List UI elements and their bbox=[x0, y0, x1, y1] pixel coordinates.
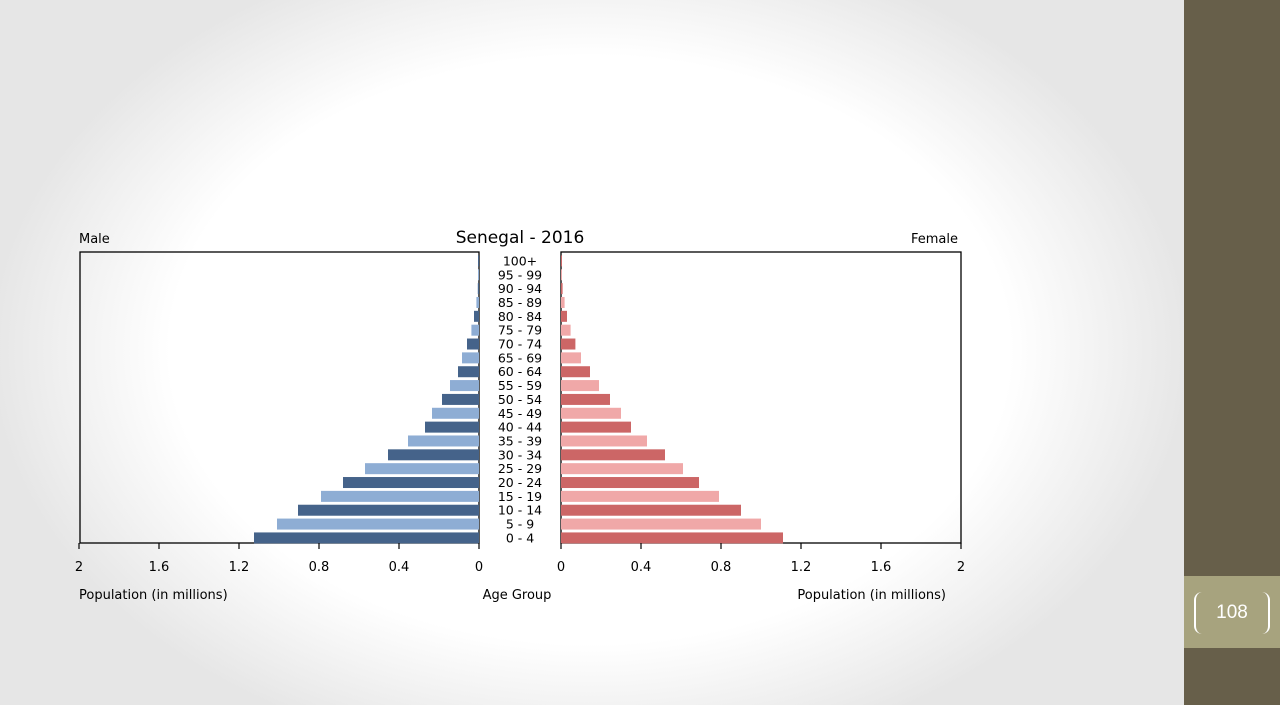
male-bar-40-44 bbox=[425, 421, 479, 433]
age-axis-label: Age Group bbox=[483, 588, 552, 603]
male-bar-60-64 bbox=[458, 366, 479, 378]
age-group-label: 80 - 84 bbox=[498, 309, 542, 324]
female-bar-25-29 bbox=[561, 463, 683, 475]
female-bar-10-14 bbox=[561, 504, 741, 516]
age-group-label: 100+ bbox=[503, 253, 537, 268]
x-tick-label: 1.6 bbox=[871, 560, 892, 575]
age-group-label: 5 - 9 bbox=[506, 517, 534, 532]
female-label: Female bbox=[911, 232, 958, 247]
female-bar-85-89 bbox=[561, 296, 565, 308]
x-axis-ticks: 2 1.6 1.2 0.8 0.4 0 0 0.4 0.8 1.2 1.6 2 bbox=[75, 543, 965, 575]
male-label: Male bbox=[79, 232, 110, 247]
x-tick-label: 1.2 bbox=[791, 560, 812, 575]
male-bar-55-59 bbox=[450, 380, 479, 392]
slide: Senegal - 2016 Male Female 100+ 95 - 99 90… bbox=[75, 228, 965, 603]
age-group-label: 85 - 89 bbox=[498, 295, 542, 310]
page-number: 108 bbox=[1216, 602, 1248, 623]
age-group-label: 35 - 39 bbox=[498, 433, 542, 448]
female-bar-15-19 bbox=[561, 490, 719, 502]
female-bar-60-64 bbox=[561, 366, 590, 378]
male-bar-65-69 bbox=[462, 352, 479, 364]
page-number-bracket bbox=[1194, 592, 1270, 634]
page-number-box: 108 bbox=[1184, 576, 1280, 648]
chart-title: Senegal - 2016 bbox=[456, 228, 585, 248]
x-tick-label: 1.6 bbox=[149, 560, 170, 575]
male-bar-20-24 bbox=[343, 477, 479, 489]
x-tick-label: 0.4 bbox=[631, 560, 652, 575]
x-tick-label: 0.4 bbox=[389, 560, 410, 575]
female-bar-75-79 bbox=[561, 324, 571, 336]
x-tick-label: 0.8 bbox=[711, 560, 732, 575]
x-tick-label: 2 bbox=[957, 560, 965, 575]
male-bar-100 bbox=[478, 255, 479, 267]
age-group-label: 70 - 74 bbox=[498, 337, 542, 352]
age-group-label: 55 - 59 bbox=[498, 378, 542, 393]
female-bar-70-74 bbox=[561, 338, 576, 350]
male-bar-85-89 bbox=[476, 296, 479, 308]
male-bar-45-49 bbox=[432, 407, 479, 419]
age-group-label: 30 - 34 bbox=[498, 447, 542, 462]
age-group-label: 40 - 44 bbox=[498, 420, 542, 435]
male-bar-35-39 bbox=[408, 435, 479, 447]
female-bar-30-34 bbox=[561, 449, 665, 461]
female-bar-20-24 bbox=[561, 477, 699, 489]
age-group-label: 65 - 69 bbox=[498, 350, 542, 365]
x-tick-label: 2 bbox=[75, 560, 83, 575]
male-x-axis-label: Population (in millions) bbox=[79, 588, 228, 603]
male-bar-50-54 bbox=[442, 393, 479, 405]
male-bar-70-74 bbox=[467, 338, 479, 350]
female-bar-90-94 bbox=[561, 283, 563, 295]
female-bar-45-49 bbox=[561, 407, 621, 419]
population-pyramid-chart: Senegal - 2016 Male Female 100+95 - 9990… bbox=[75, 228, 965, 603]
female-bar-35-39 bbox=[561, 435, 647, 447]
male-bar-15-19 bbox=[321, 490, 479, 502]
male-bar-0-4 bbox=[254, 532, 479, 544]
male-bar-75-79 bbox=[471, 324, 479, 336]
male-bar-10-14 bbox=[298, 504, 479, 516]
female-bar-50-54 bbox=[561, 393, 610, 405]
male-bar-90-94 bbox=[477, 283, 479, 295]
male-bars bbox=[254, 255, 479, 544]
age-group-label: 45 - 49 bbox=[498, 406, 542, 421]
age-group-label: 95 - 99 bbox=[498, 267, 542, 282]
female-bar-65-69 bbox=[561, 352, 581, 364]
female-bar-55-59 bbox=[561, 380, 599, 392]
male-bar-5-9 bbox=[277, 518, 479, 530]
female-bar-100 bbox=[561, 255, 562, 267]
female-bar-40-44 bbox=[561, 421, 631, 433]
age-group-label: 20 - 24 bbox=[498, 475, 542, 490]
x-tick-label: 0.8 bbox=[309, 560, 330, 575]
age-group-label: 50 - 54 bbox=[498, 392, 542, 407]
male-bar-80-84 bbox=[474, 310, 479, 322]
x-tick-label: 0 bbox=[475, 560, 483, 575]
female-bars bbox=[561, 255, 783, 544]
age-group-label: 90 - 94 bbox=[498, 281, 542, 296]
x-tick-label: 1.2 bbox=[229, 560, 250, 575]
male-bar-25-29 bbox=[365, 463, 479, 475]
male-bar-95-99 bbox=[478, 269, 479, 281]
female-x-axis-label: Population (in millions) bbox=[797, 588, 946, 603]
age-group-label: 60 - 64 bbox=[498, 364, 542, 379]
age-group-label: 15 - 19 bbox=[498, 489, 542, 504]
female-bar-0-4 bbox=[561, 532, 783, 544]
male-bar-30-34 bbox=[388, 449, 479, 461]
age-group-label: 0 - 4 bbox=[506, 530, 534, 545]
x-tick-label: 0 bbox=[557, 560, 565, 575]
age-group-label: 10 - 14 bbox=[498, 503, 542, 518]
age-group-label: 75 - 79 bbox=[498, 323, 542, 338]
female-bar-5-9 bbox=[561, 518, 761, 530]
female-bar-95-99 bbox=[561, 269, 562, 281]
age-group-label: 25 - 29 bbox=[498, 461, 542, 476]
female-bar-80-84 bbox=[561, 310, 567, 322]
